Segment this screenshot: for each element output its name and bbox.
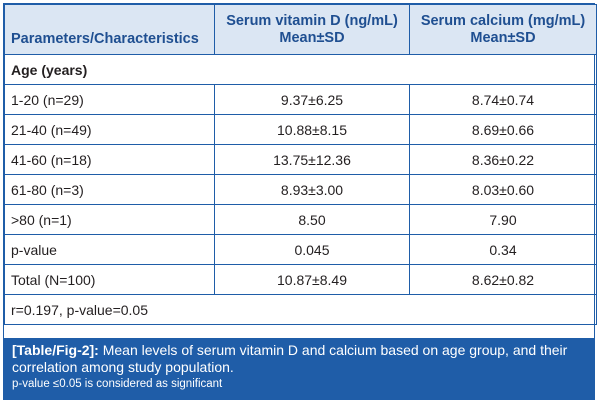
vitamin-d-value: 8.93±3.00 bbox=[214, 174, 410, 205]
table-row: 1-20 (n=29) 9.37±6.25 8.74±0.74 bbox=[4, 84, 597, 115]
caption-box: [Table/Fig-2]: Mean levels of serum vita… bbox=[4, 338, 594, 399]
vitamin-d-value: 10.88±8.15 bbox=[214, 114, 410, 145]
calcium-value: 8.36±0.22 bbox=[409, 144, 597, 175]
table-row: Total (N=100) 10.87±8.49 8.62±0.82 bbox=[4, 264, 597, 295]
table-row: >80 (n=1) 8.50 7.90 bbox=[4, 204, 597, 235]
table-row: 41-60 (n=18) 13.75±12.36 8.36±0.22 bbox=[4, 144, 597, 175]
calcium-value: 8.62±0.82 bbox=[409, 264, 597, 295]
caption-tag: [Table/Fig-2]: bbox=[12, 342, 99, 358]
correlation-row: r=0.197, p-value=0.05 bbox=[4, 294, 597, 325]
table-row: 21-40 (n=49) 10.88±8.15 8.69±0.66 bbox=[4, 114, 597, 145]
significance-note: p-value ≤0.05 is considered as significa… bbox=[12, 378, 223, 390]
vitamin-d-value: 10.87±8.49 bbox=[214, 264, 410, 295]
data-table: Parameters/Characteristics Serum vitamin… bbox=[4, 4, 597, 325]
table-row: 61-80 (n=3) 8.93±3.00 8.03±0.60 bbox=[4, 174, 597, 205]
header-calcium-unit: Mean±SD bbox=[470, 29, 536, 46]
calcium-value: 0.34 bbox=[409, 234, 597, 265]
header-calcium: Serum calcium (mg/mL) Mean±SD bbox=[409, 4, 597, 55]
correlation-text: r=0.197, p-value=0.05 bbox=[4, 294, 597, 325]
calcium-value: 8.69±0.66 bbox=[409, 114, 597, 145]
section-row-age: Age (years) bbox=[4, 54, 597, 85]
row-label: p-value bbox=[4, 234, 215, 265]
row-label: 1-20 (n=29) bbox=[4, 84, 215, 115]
section-label: Age (years) bbox=[4, 54, 597, 85]
header-calcium-title: Serum calcium (mg/mL) bbox=[420, 12, 586, 29]
header-row: Parameters/Characteristics Serum vitamin… bbox=[4, 4, 597, 55]
row-label: >80 (n=1) bbox=[4, 204, 215, 235]
header-parameters: Parameters/Characteristics bbox=[4, 4, 215, 55]
vitamin-d-value: 0.045 bbox=[214, 234, 410, 265]
header-vitamin-d-title: Serum vitamin D (ng/mL) bbox=[226, 12, 398, 29]
header-vitamin-d-unit: Mean±SD bbox=[279, 29, 345, 46]
row-label: 41-60 (n=18) bbox=[4, 144, 215, 175]
table-figure: Parameters/Characteristics Serum vitamin… bbox=[3, 3, 597, 400]
table-row: p-value 0.045 0.34 bbox=[4, 234, 597, 265]
calcium-value: 8.03±0.60 bbox=[409, 174, 597, 205]
calcium-value: 7.90 bbox=[409, 204, 597, 235]
vitamin-d-value: 13.75±12.36 bbox=[214, 144, 410, 175]
calcium-value: 8.74±0.74 bbox=[409, 84, 597, 115]
figure-caption: [Table/Fig-2]: Mean levels of serum vita… bbox=[12, 342, 586, 376]
row-label: 61-80 (n=3) bbox=[4, 174, 215, 205]
vitamin-d-value: 8.50 bbox=[214, 204, 410, 235]
header-vitamin-d: Serum vitamin D (ng/mL) Mean±SD bbox=[214, 4, 410, 55]
caption-text: Mean levels of serum vitamin D and calci… bbox=[12, 342, 568, 375]
row-label: Total (N=100) bbox=[4, 264, 215, 295]
row-label: 21-40 (n=49) bbox=[4, 114, 215, 145]
vitamin-d-value: 9.37±6.25 bbox=[214, 84, 410, 115]
